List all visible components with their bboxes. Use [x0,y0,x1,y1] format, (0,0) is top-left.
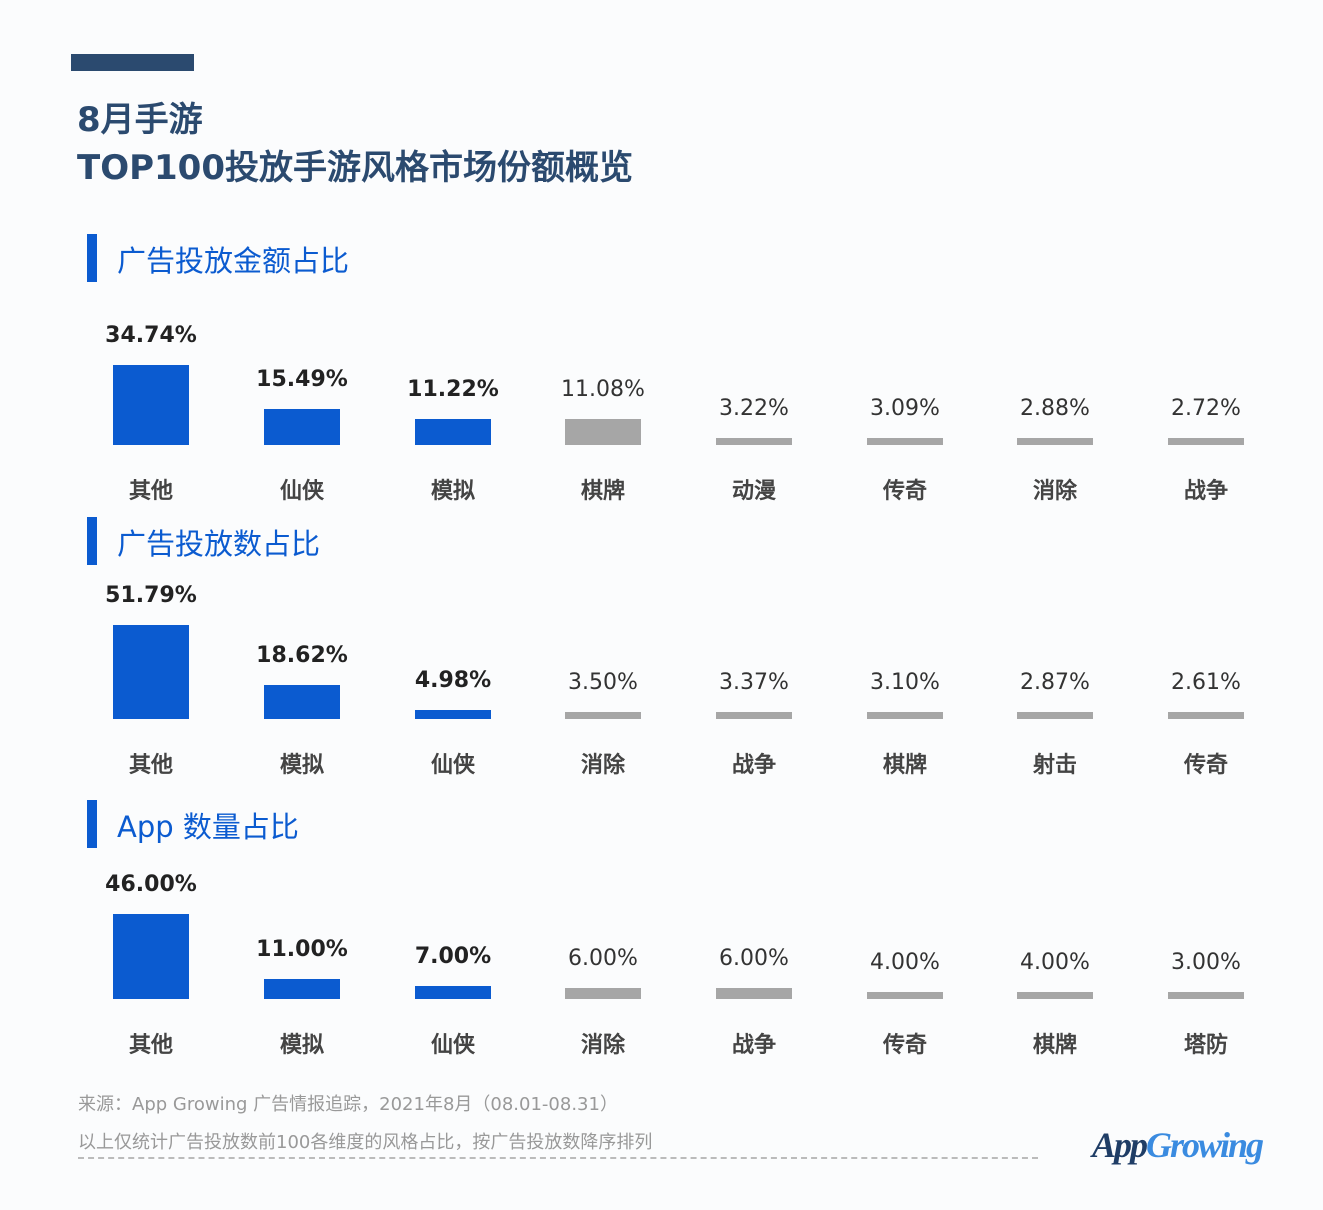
bar-动漫 [716,437,792,445]
category-label: 模拟 [279,1033,324,1058]
value-label: 6.00% [568,945,638,971]
bar-其他 [113,625,189,719]
section-title: 广告投放金额占比 [117,244,350,278]
value-label: 3.37% [719,670,789,695]
value-label: 2.87% [1020,670,1090,695]
value-label: 7.00% [414,944,492,970]
bar-模拟 [264,685,340,719]
bar-塔防 [1168,992,1244,999]
value-label: 2.88% [1020,396,1090,421]
footer-note: 以上仅统计广告投放数前100各维度的风格占比，按广告投放数降序排列 [78,1132,653,1153]
footer-source: 来源：App Growing 广告情报追踪，2021年8月（08.01-08.3… [78,1094,618,1115]
section-marker [87,234,97,282]
chart-spend-share: 34.74% 其他 15.49% 仙侠 11.22% 模拟 11.08% 棋牌 3.22% 动漫 3… [0,0,1323,504]
chart-app-count-share: 46.00% 其他 11.00% 模拟 7.00% 仙侠 6.00% 消除 6.00% 战争 4.0… [0,0,1323,1058]
category-label: 射击 [1032,753,1077,778]
value-label: 3.09% [870,395,940,421]
value-label: 11.08% [561,377,645,403]
category-label: 战争 [1183,479,1228,504]
bar-传奇 [867,991,943,999]
bar-战争 [716,987,792,999]
category-label: 棋牌 [1032,1033,1077,1058]
appgrowing-logo: AppGrowing [1092,1125,1264,1165]
bar-仙侠 [415,709,491,719]
category-label: 消除 [1032,479,1077,504]
category-label: 其他 [128,753,173,778]
bar-消除 [565,712,641,719]
value-label: 3.22% [719,395,789,421]
section-marker [87,800,97,848]
category-label: 仙侠 [430,1033,475,1058]
value-label: 4.00% [870,949,940,975]
bar-棋牌 [867,712,943,719]
value-label: 3.50% [568,670,638,695]
bar-仙侠 [264,409,340,445]
header-accent-bar [71,54,194,71]
category-label: 动漫 [731,479,776,504]
value-label: 3.00% [1171,950,1241,975]
category-label: 仙侠 [430,753,475,778]
bar-棋牌 [1017,991,1093,999]
bar-传奇 [867,437,943,445]
bar-其他 [113,914,189,999]
category-label: 传奇 [882,479,927,504]
category-label: 塔防 [1183,1033,1228,1058]
category-label: 传奇 [1183,753,1228,778]
category-label: 其他 [128,1033,173,1058]
value-label: 11.00% [256,936,348,962]
section-title: App 数量占比 [117,810,299,844]
value-label: 6.00% [719,945,789,971]
category-label: 消除 [580,753,625,778]
bar-战争 [716,712,792,719]
value-label: 2.72% [1171,396,1241,421]
category-label: 仙侠 [279,479,324,504]
category-label: 棋牌 [580,479,625,504]
value-label: 4.00% [1020,949,1090,975]
bar-仙侠 [415,986,491,999]
bar-棋牌 [565,419,641,445]
category-label: 战争 [731,753,776,778]
bar-射击 [1017,712,1093,719]
chart-ad-count-share: 51.79% 其他 18.62% 模拟 4.98% 仙侠 3.50% 消除 3.37% 战争 3.1… [0,0,1323,778]
footer-divider [78,1157,1038,1159]
title-line-2: TOP100投放手游风格市场份额概览 [77,148,633,188]
category-label: 消除 [580,1033,625,1058]
value-label: 18.62% [256,643,348,669]
bar-消除 [1017,438,1093,445]
category-label: 战争 [731,1033,776,1058]
bar-消除 [565,987,641,999]
value-label: 51.79% [105,583,197,608]
value-label: 34.74% [105,323,197,348]
bar-模拟 [415,419,491,445]
bar-模拟 [264,978,340,999]
category-label: 棋牌 [882,753,927,778]
category-label: 传奇 [882,1033,927,1058]
bar-其他 [113,365,189,445]
value-label: 15.49% [256,367,348,393]
value-label: 4.98% [414,667,492,693]
category-label: 模拟 [279,753,324,778]
category-label: 其他 [128,479,173,504]
section-marker [87,517,97,565]
bar-传奇 [1168,712,1244,719]
value-label: 46.00% [105,872,197,897]
value-label: 2.61% [1171,670,1241,695]
category-label: 模拟 [430,479,475,504]
title-line-1: 8月手游 [77,100,203,140]
bar-战争 [1168,438,1244,445]
section-title: 广告投放数占比 [117,527,321,561]
value-label: 3.10% [870,670,940,695]
value-label: 11.22% [407,377,499,403]
